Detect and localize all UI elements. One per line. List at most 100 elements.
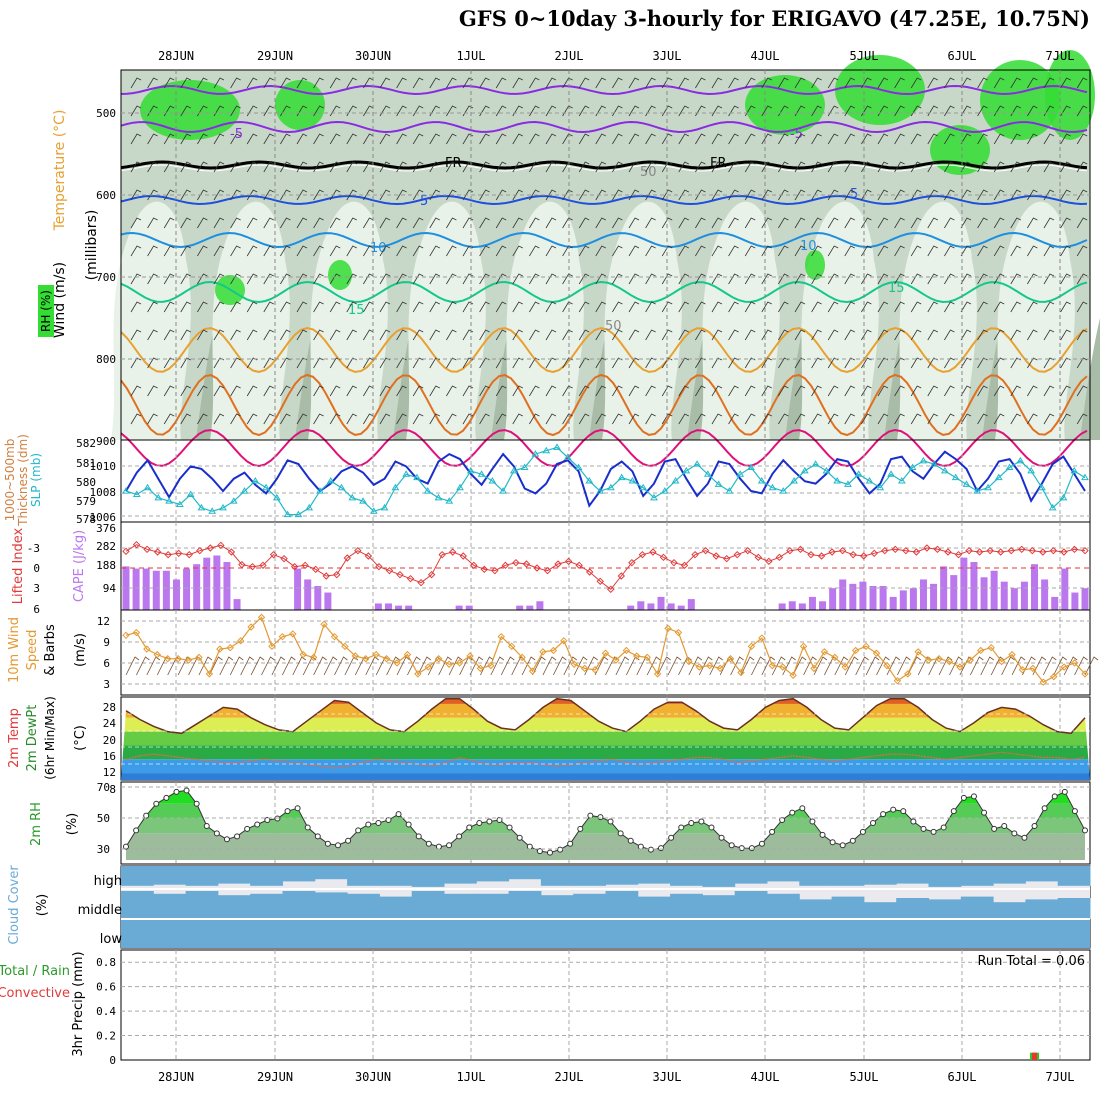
wind-barb — [213, 385, 225, 397]
cape-bar — [930, 583, 938, 610]
wind-barb — [695, 77, 706, 89]
wind-barb — [578, 301, 590, 313]
wind-barb — [280, 217, 291, 229]
wind-barb — [462, 189, 474, 201]
wind-barb — [512, 77, 523, 89]
ylabel-cloud-unit: (%) — [35, 894, 50, 917]
thickness-marker — [854, 470, 863, 477]
wind-barb — [545, 161, 557, 173]
lifted-marker — [196, 546, 204, 555]
wind-barb — [1027, 357, 1038, 369]
wind-barb — [346, 161, 357, 173]
wind-barb — [728, 77, 739, 89]
wind-barb — [197, 133, 208, 145]
wind-barb-10m — [490, 656, 505, 676]
wind-barb — [661, 105, 673, 117]
thickness-marker — [682, 466, 691, 474]
wind-barb-10m — [969, 656, 984, 676]
wind-barb — [827, 245, 839, 257]
thickness-marker — [434, 493, 443, 501]
wind-barb — [446, 301, 457, 313]
wind-barb — [645, 301, 656, 313]
rh-marker — [577, 825, 584, 832]
wind-speed-marker — [695, 663, 704, 671]
rh-marker — [738, 845, 745, 852]
wind-barb — [130, 105, 142, 117]
wind-barb — [661, 133, 673, 145]
wind-barb — [877, 77, 889, 89]
lifted-marker — [575, 561, 583, 570]
wind-barb — [545, 273, 557, 285]
wind-barb — [462, 217, 474, 229]
wind-barb — [412, 329, 424, 341]
wind-barb — [744, 245, 756, 257]
wind-barb — [446, 217, 457, 229]
cape-bar — [122, 566, 130, 610]
wind-barb — [1010, 301, 1021, 313]
wind-barb-10m — [657, 656, 671, 676]
rh-marker — [264, 817, 271, 824]
wind-barb — [396, 329, 407, 341]
wind-speed-marker — [268, 642, 276, 651]
wind-barb — [213, 273, 225, 285]
wind-barb — [329, 385, 341, 397]
rh-marker — [658, 845, 665, 852]
rh-light-region — [406, 201, 486, 440]
wind-barb — [861, 413, 872, 425]
date-label-bottom: 29JUN — [257, 1070, 293, 1084]
wind-barb-10m — [438, 656, 452, 676]
wind-barb — [512, 161, 523, 173]
wind-barb — [728, 161, 739, 173]
cape-bar — [1020, 581, 1028, 610]
wind-barb — [446, 245, 457, 257]
lifted-marker — [385, 566, 394, 575]
wind-barb — [545, 413, 557, 425]
wind-barb — [296, 273, 308, 285]
precip-frame — [120, 949, 1091, 1061]
wind-speed-marker — [789, 671, 797, 679]
wind-barb — [130, 217, 142, 229]
wind-barb — [545, 189, 557, 201]
cloud-high-bar — [282, 866, 316, 882]
wind-barb — [495, 161, 507, 173]
cloud-middle-bar — [702, 895, 736, 919]
wind-barb — [213, 189, 225, 201]
lifted-marker — [838, 546, 847, 555]
cape-bar — [384, 603, 392, 610]
wind-barb — [379, 385, 391, 397]
wind-barb — [180, 385, 191, 397]
lifted-marker — [248, 562, 257, 571]
rh-marker — [708, 824, 715, 831]
wind-barb — [678, 301, 689, 313]
cape-bar — [637, 601, 645, 610]
thickness-marker — [617, 473, 626, 481]
wind-barb — [479, 273, 490, 285]
wind-speed-marker — [664, 624, 672, 633]
wind-barb — [744, 133, 756, 145]
wind-barb-10m — [1063, 656, 1078, 676]
date-label-top: 1JUL — [457, 49, 486, 63]
wind-barb — [412, 133, 424, 145]
wind-barb — [728, 245, 739, 257]
wind-barb — [429, 217, 440, 229]
rh-marker — [123, 843, 129, 850]
wind-barb — [927, 161, 938, 173]
wind-barb — [612, 329, 623, 341]
cape-bar — [687, 599, 695, 610]
lifted-marker — [343, 554, 352, 562]
rh-moist-region — [805, 250, 825, 280]
thickness-marker — [962, 480, 971, 487]
ylabel-precip-b: Convective — [0, 986, 70, 1001]
rh-marker — [940, 824, 947, 831]
wind-speed-marker — [706, 661, 714, 670]
cloud-middle-bar — [605, 891, 639, 919]
rh-marker — [1011, 830, 1018, 837]
wind-barb — [1076, 105, 1088, 117]
thickness-marker — [197, 503, 206, 511]
wind-barb — [645, 77, 656, 89]
thickness-marker — [305, 503, 314, 511]
wind-barb — [313, 189, 324, 201]
wind-barb — [960, 217, 972, 229]
wind-barb — [910, 161, 922, 173]
date-label-top: 3JUL — [653, 49, 682, 63]
